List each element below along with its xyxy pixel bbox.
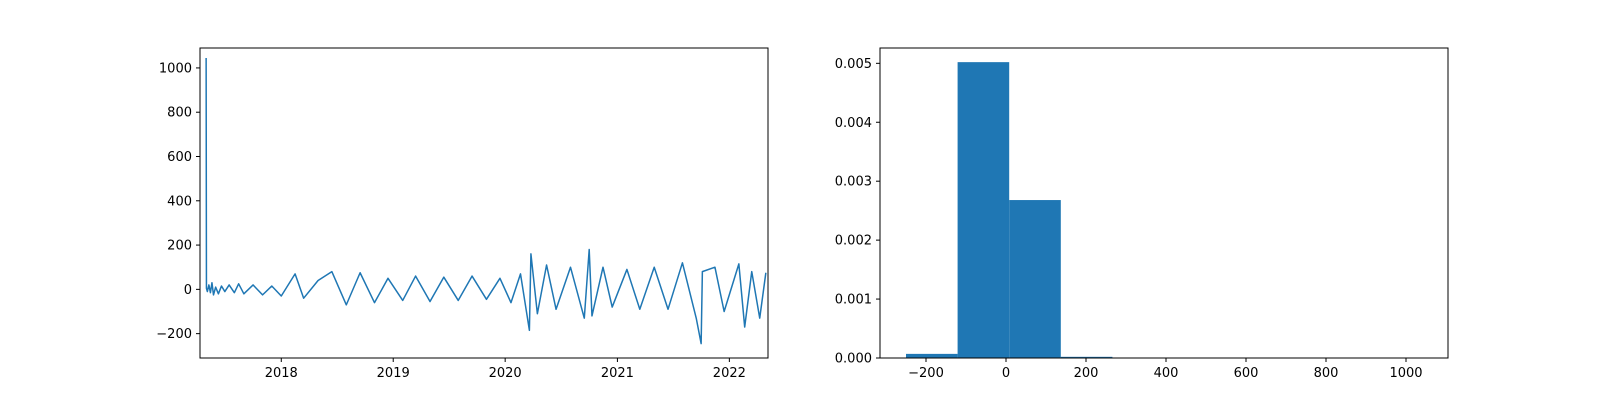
x-tick-label: 1000 [1389, 366, 1422, 381]
line-chart-frame [199, 47, 769, 359]
y-tick-label: 0.000 [835, 352, 872, 367]
x-tick-label: 400 [1154, 366, 1179, 381]
x-tick-label: 200 [1074, 366, 1099, 381]
histogram-x-ticks: −200 0 200 400 600 800 1000 [908, 358, 1423, 381]
x-tick-label: 600 [1234, 366, 1259, 381]
line-chart-y-ticks: −200 0 200 400 600 800 1000 [156, 61, 200, 342]
x-tick-label: 2018 [265, 366, 298, 381]
x-tick-label: 2019 [377, 366, 410, 381]
y-tick-label: 1000 [159, 61, 192, 76]
x-tick-label: −200 [908, 366, 944, 381]
line-chart: 2018 2019 2020 2021 2022 −200 0 200 400 600 800 10… [156, 47, 769, 381]
line-series [205, 57, 767, 345]
y-tick-label: 600 [167, 150, 192, 165]
y-tick-label: 200 [167, 239, 192, 254]
histogram-bar [1060, 356, 1113, 358]
histogram-frame [879, 47, 1449, 359]
y-tick-label: 0.005 [835, 57, 872, 72]
x-tick-label: 2020 [489, 366, 522, 381]
y-tick-label: 0.004 [835, 116, 872, 131]
histogram-bar [1009, 200, 1061, 358]
x-tick-label: 2022 [713, 366, 746, 381]
y-tick-label: −200 [156, 327, 192, 342]
histogram-bar [957, 62, 1010, 359]
x-tick-label: 2021 [601, 366, 634, 381]
y-tick-label: 0.002 [835, 234, 872, 249]
y-tick-label: 800 [167, 106, 192, 121]
histogram-bar [906, 353, 958, 358]
histogram-y-ticks: 0.000 0.001 0.002 0.003 0.004 0.005 [835, 57, 880, 367]
line-chart-x-ticks: 2018 2019 2020 2021 2022 [265, 358, 746, 381]
y-tick-label: 400 [167, 194, 192, 209]
histogram-chart: −200 0 200 400 600 800 1000 0.0000.0010.0020.0… [835, 47, 1449, 381]
x-tick-label: 0 [1002, 366, 1010, 381]
y-tick-label: 0.001 [835, 293, 872, 308]
line-plot-area [205, 57, 767, 345]
histogram-bars [906, 62, 1422, 359]
x-tick-label: 800 [1314, 366, 1339, 381]
y-tick-label: 0 [184, 283, 192, 298]
y-tick-label: 0.003 [835, 175, 872, 190]
